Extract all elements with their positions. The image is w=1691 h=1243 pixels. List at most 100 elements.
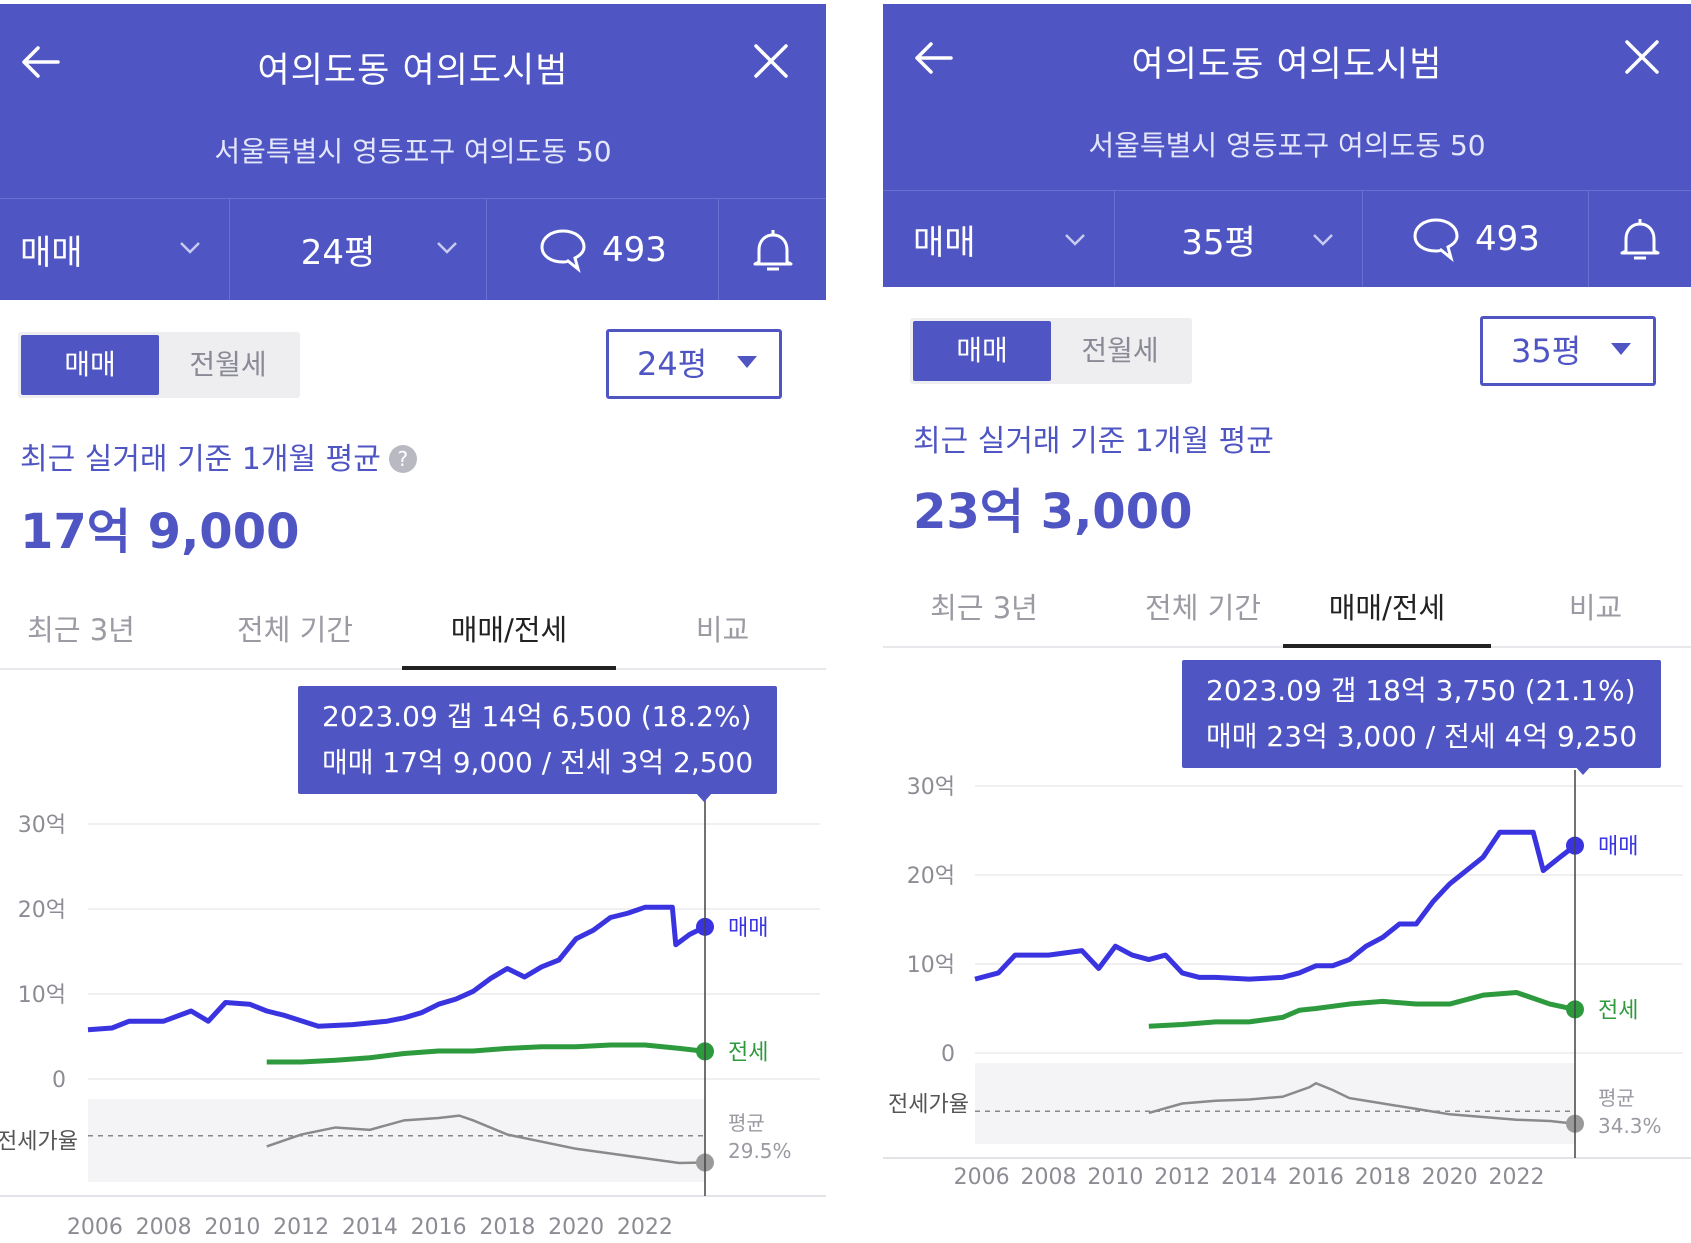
period-tabs: 최근 3년 전체 기간 매매/전세 비교 — [0, 602, 826, 670]
x-tick-label: 2012 — [273, 1215, 329, 1240]
back-arrow-icon[interactable] — [911, 36, 955, 80]
x-tick-label: 2014 — [342, 1215, 398, 1240]
address: 서울특별시 영등포구 여의도동 50 — [1088, 129, 1486, 162]
x-tick-label: 2006 — [954, 1165, 1010, 1190]
comments-button[interactable]: 493 — [1363, 191, 1589, 287]
x-tick-label: 2018 — [479, 1215, 535, 1240]
price-basis-text: 최근 실거래 기준 1개월 평균 — [20, 442, 381, 477]
ratio-label: 전세가율 — [0, 1130, 78, 1155]
price-basis-label: 최근 실거래 기준 1개월 평균? — [20, 434, 417, 478]
toggle-rent[interactable]: 전월세 — [1081, 334, 1159, 367]
chart-tooltip: 2023.09 갭 18억 3,750 (21.1%) 매매 23억 3,000… — [1182, 660, 1662, 768]
x-tick-label: 2014 — [1221, 1165, 1277, 1190]
y-tick-label: 30억 — [907, 775, 955, 800]
address: 서울특별시 영등포구 여의도동 50 — [214, 135, 612, 168]
y-tick-label: 20억 — [18, 898, 66, 923]
size-label: 35평 — [1181, 222, 1256, 263]
caret-down-icon — [737, 356, 757, 368]
size-dropdown[interactable]: 24평 — [230, 199, 487, 300]
jeonse-series-line — [266, 1042, 706, 1065]
sale-series-line — [974, 829, 1577, 982]
size-select-value: 24평 — [637, 345, 708, 383]
close-icon[interactable] — [1623, 38, 1661, 76]
chevron-down-icon — [437, 242, 457, 254]
ratio-avg-label: 평균 — [1598, 1086, 1635, 1110]
x-tick-label: 2008 — [136, 1215, 192, 1240]
size-select-value: 35평 — [1511, 332, 1582, 370]
tab-recent-3y[interactable]: 최근 3년 — [27, 613, 135, 647]
price-chart[interactable]: 30억 20억 10억 0 전세가율 평균 34.3% 2006 2008 2010 2012 201… — [883, 650, 1691, 1243]
ratio-avg-label: 평균 — [728, 1111, 765, 1135]
chat-bubble-icon — [540, 228, 586, 273]
bell-icon — [753, 229, 792, 270]
caret-down-icon — [1611, 343, 1631, 355]
bell-icon — [1620, 219, 1660, 260]
notification-button[interactable] — [719, 199, 826, 300]
back-arrow-icon[interactable] — [18, 40, 62, 84]
trade-type-label: 매매 — [20, 233, 83, 273]
jeonse-series-label: 전세 — [1598, 998, 1638, 1023]
chat-bubble-icon — [1413, 218, 1459, 262]
tab-sale-jeonse[interactable]: 매매/전세 — [1283, 580, 1491, 648]
x-tick-label: 2016 — [1288, 1165, 1344, 1190]
apartment-title: 여의도동 여의도시범 — [1131, 45, 1443, 85]
toggle-sale[interactable]: 매매 — [21, 335, 159, 395]
comments-button[interactable]: 493 — [487, 199, 719, 300]
tab-all-period[interactable]: 전체 기간 — [1145, 591, 1261, 625]
price-chart[interactable]: 30억 20억 10억 0 전세가율 평균 29.5% 2006 2008 2010 2012 201… — [0, 674, 826, 1243]
price-basis-label: 최근 실거래 기준 1개월 평균 — [913, 424, 1274, 459]
app-screen-24py: 여의도동 여의도시범 서울특별시 영등포구 여의도동 50 매매 24평 493… — [0, 4, 826, 1243]
x-tick-label: 2010 — [1087, 1165, 1143, 1190]
ratio-series-line — [266, 1114, 706, 1165]
y-tick-label: 10억 — [907, 953, 955, 978]
trade-toggle: 매매 전월세 — [910, 318, 1192, 384]
comment-count: 493 — [1475, 219, 1540, 259]
x-tick-label: 2012 — [1154, 1165, 1210, 1190]
y-tick-label: 10억 — [18, 983, 66, 1008]
tab-compare[interactable]: 비교 — [695, 613, 750, 647]
ratio-latest-value: 29.5% — [728, 1139, 792, 1163]
toggle-rent[interactable]: 전월세 — [189, 348, 267, 381]
tooltip-gap-line: 2023.09 갭 18억 3,750 (21.1%) — [1206, 674, 1636, 707]
trade-type-label: 매매 — [913, 222, 976, 263]
ratio-panel-bg — [975, 1063, 1575, 1144]
tooltip-gap-line: 2023.09 갭 14억 6,500 (18.2%) — [322, 700, 752, 733]
toggle-sale[interactable]: 매매 — [913, 321, 1051, 381]
close-icon[interactable] — [752, 42, 790, 80]
x-tick-label: 2022 — [1489, 1165, 1545, 1190]
notification-button[interactable] — [1589, 191, 1691, 287]
tab-recent-3y[interactable]: 최근 3년 — [930, 591, 1038, 625]
x-tick-label: 2016 — [411, 1215, 467, 1240]
trade-type-dropdown[interactable]: 매매 — [883, 191, 1115, 287]
size-dropdown[interactable]: 35평 — [1115, 191, 1363, 287]
sale-series-label: 매매 — [728, 916, 768, 941]
tab-compare[interactable]: 비교 — [1568, 591, 1623, 625]
size-select[interactable]: 24평 — [606, 329, 782, 399]
header: 여의도동 여의도시범 서울특별시 영등포구 여의도동 50 매매 24평 493 — [0, 4, 826, 300]
x-tick-label: 2010 — [204, 1215, 260, 1240]
size-select[interactable]: 35평 — [1480, 316, 1656, 386]
help-icon[interactable]: ? — [388, 445, 417, 473]
trade-toggle: 매매 전월세 — [18, 332, 300, 398]
size-label: 24평 — [300, 233, 376, 273]
average-price: 17억 9,000 — [20, 504, 300, 560]
tooltip-price-line: 매매 23억 3,000 / 전세 4억 9,250 — [1206, 720, 1638, 753]
x-tick-label: 2008 — [1021, 1165, 1077, 1190]
jeonse-series-line — [1148, 989, 1576, 1029]
x-tick-label: 2018 — [1355, 1165, 1411, 1190]
x-tick-label: 2022 — [617, 1215, 673, 1240]
x-tick-label: 2020 — [548, 1215, 604, 1240]
tooltip-arrow — [1574, 765, 1592, 775]
comment-count: 493 — [602, 229, 667, 270]
trade-type-dropdown[interactable]: 매매 — [0, 199, 230, 300]
chevron-down-icon — [180, 242, 200, 254]
tab-all-period[interactable]: 전체 기간 — [237, 613, 353, 647]
chevron-down-icon — [1065, 234, 1085, 246]
average-price: 23억 3,000 — [913, 484, 1193, 540]
tab-sale-jeonse[interactable]: 매매/전세 — [402, 602, 616, 670]
y-tick-label: 30억 — [18, 813, 66, 838]
tooltip-arrow — [695, 792, 713, 802]
ratio-latest-value: 34.3% — [1598, 1114, 1662, 1138]
chevron-down-icon — [1313, 234, 1333, 246]
ratio-panel-bg — [88, 1099, 705, 1182]
